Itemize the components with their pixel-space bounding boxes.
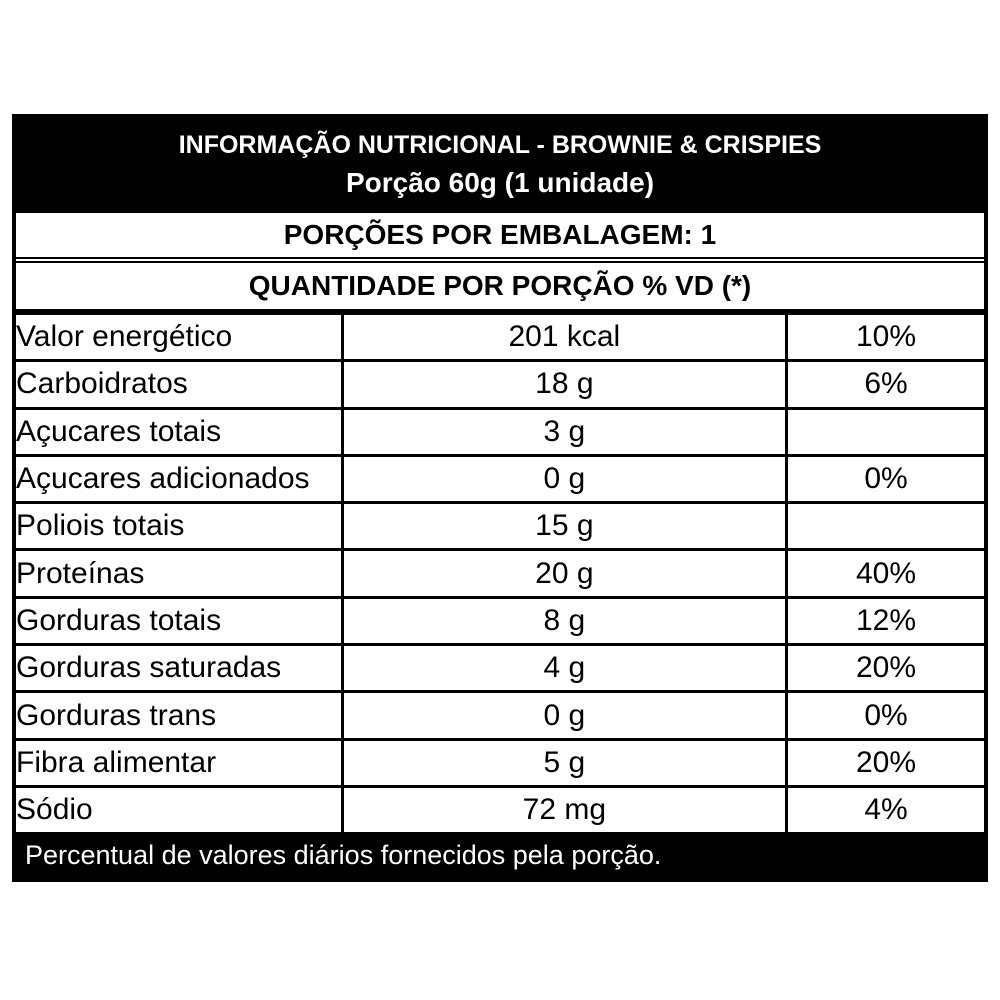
table-row: Gorduras trans 0 g 0%	[16, 690, 984, 741]
nutrient-label: Gorduras saturadas	[16, 643, 344, 694]
nutrient-label: Açucares totais	[16, 406, 344, 457]
nutrient-amount: 15 g	[340, 501, 789, 552]
daily-value-percent	[785, 406, 984, 457]
daily-value-percent: 4%	[785, 784, 984, 832]
nutrient-amount: 3 g	[340, 406, 789, 457]
nutrient-label: Valor energético	[16, 312, 344, 363]
daily-value-percent: 10%	[785, 312, 984, 363]
table-row: Açucares totais 3 g	[16, 406, 984, 457]
table-row: Gorduras totais 8 g 12%	[16, 595, 984, 647]
nutrient-label: Poliois totais	[16, 501, 344, 552]
nutrient-label: Gorduras trans	[16, 690, 344, 741]
daily-value-percent: 40%	[785, 548, 984, 599]
table-row: Carboidratos 18 g 6%	[16, 359, 984, 410]
daily-value-percent: 6%	[785, 359, 984, 410]
daily-value-percent: 0%	[785, 453, 984, 505]
label-title: INFORMAÇÃO NUTRICIONAL - BROWNIE & CRISP…	[178, 130, 822, 159]
title-banner: INFORMAÇÃO NUTRICIONAL - BROWNIE & CRISP…	[16, 118, 984, 213]
daily-value-percent: 20%	[785, 643, 984, 694]
table-row: Proteínas 20 g 40%	[16, 548, 984, 599]
nutrition-table-wrap: Valor energético 201 kcal 10% Carboidratos 1…	[16, 312, 984, 832]
nutrient-amount: 4 g	[340, 643, 789, 694]
table-row: Sódio 72 mg 4%	[16, 784, 984, 832]
divider-gap	[16, 259, 984, 261]
nutrient-amount: 72 mg	[340, 784, 789, 832]
nutrient-amount: 0 g	[340, 453, 789, 505]
daily-value-percent: 0%	[785, 690, 984, 741]
nutrient-amount: 18 g	[340, 359, 789, 410]
nutrient-amount: 201 kcal	[340, 312, 789, 363]
daily-value-percent: 20%	[785, 737, 984, 788]
daily-value-percent	[785, 501, 984, 552]
nutrient-amount: 0 g	[340, 690, 789, 741]
nutrient-label: Gorduras totais	[16, 595, 344, 647]
nutrient-label: Fibra alimentar	[16, 737, 344, 788]
nutrient-label: Proteínas	[16, 548, 344, 599]
nutrient-label: Carboidratos	[16, 359, 344, 410]
table-row: Poliois totais 15 g	[16, 501, 984, 552]
nutrient-amount: 5 g	[340, 737, 789, 788]
quantity-per-serving-header: QUANTIDADE POR PORÇÃO % VD (*)	[16, 261, 984, 312]
nutrient-amount: 8 g	[340, 595, 789, 647]
table-row: Gorduras saturadas 4 g 20%	[16, 643, 984, 694]
nutrition-table-body: Valor energético 201 kcal 10% Carboidratos 1…	[16, 312, 984, 832]
nutrient-label: Açucares adicionados	[16, 453, 344, 505]
daily-value-footnote: Percentual de valores diários fornecidos…	[16, 832, 984, 878]
nutrient-label: Sódio	[16, 784, 344, 832]
servings-per-package-row: PORÇÕES POR EMBALAGEM: 1	[16, 213, 984, 259]
serving-size-text: Porção 60g (1 unidade)	[345, 167, 655, 199]
nutrition-table: Valor energético 201 kcal 10% Carboidratos 1…	[16, 312, 984, 832]
table-row: Fibra alimentar 5 g 20%	[16, 737, 984, 788]
nutrition-facts-label: INFORMAÇÃO NUTRICIONAL - BROWNIE & CRISP…	[12, 114, 988, 882]
table-row: Valor energético 201 kcal 10%	[16, 312, 984, 363]
table-row: Açucares adicionados 0 g 0%	[16, 453, 984, 505]
nutrient-amount: 20 g	[340, 548, 789, 599]
daily-value-percent: 12%	[785, 595, 984, 647]
